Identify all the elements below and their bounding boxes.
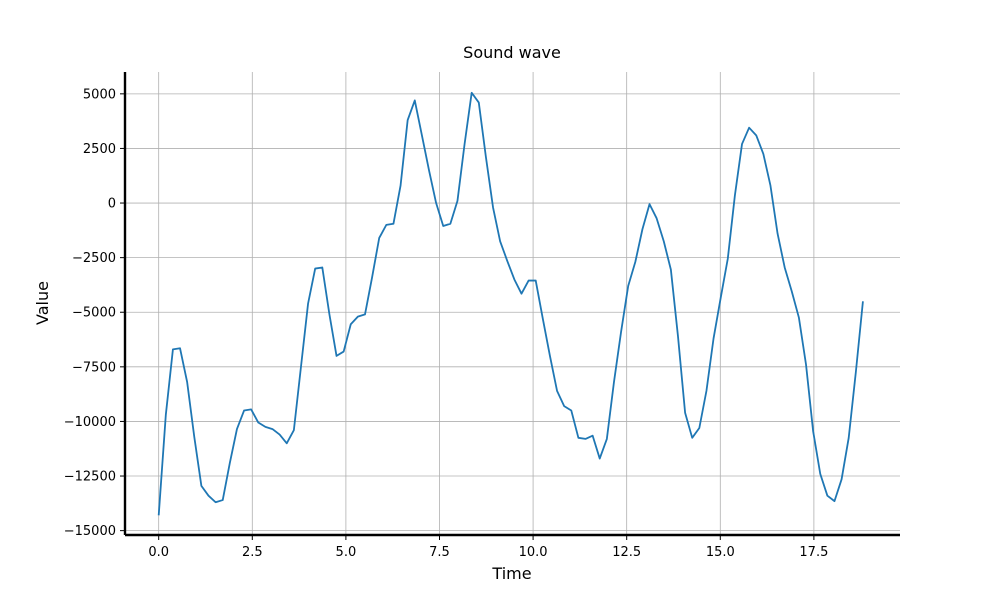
y-tick-label: −10000: [64, 415, 116, 430]
y-tick-label: −5000: [72, 306, 116, 321]
x-tick-label: 10.0: [519, 545, 548, 560]
x-tick-label: 2.5: [242, 545, 263, 560]
y-gridlines: [125, 93, 900, 532]
x-gridlines: [158, 72, 815, 535]
chart-title: Sound wave: [463, 43, 561, 62]
x-tick-label: 7.5: [429, 545, 450, 560]
y-tick-label: −12500: [64, 470, 116, 485]
y-tick-label: 0: [108, 197, 116, 212]
x-tick-label: 0.0: [148, 545, 169, 560]
x-tick-label: 12.5: [612, 545, 641, 560]
y-axis-label: Value: [33, 281, 52, 325]
x-tick-label: 5.0: [336, 545, 357, 560]
x-tick-label: 17.5: [799, 545, 828, 560]
x-axis-label: Time: [491, 564, 531, 583]
y-tick-label: 2500: [83, 142, 116, 157]
y-axis-ticks: 5000 2500 0 −2500 −5000 −7500 −10000 −12500 −150…: [64, 87, 125, 539]
y-tick-label: −2500: [72, 251, 116, 266]
series-line: [157, 91, 864, 516]
y-tick-label: 5000: [83, 87, 116, 102]
y-tick-label: −7500: [72, 360, 116, 375]
y-tick-label: −15000: [64, 524, 116, 539]
x-tick-label: 15.0: [706, 545, 735, 560]
x-axis-ticks: 0.0 2.5 5.0 7.5 10.0 12.5 15.0 17.5: [148, 535, 828, 560]
